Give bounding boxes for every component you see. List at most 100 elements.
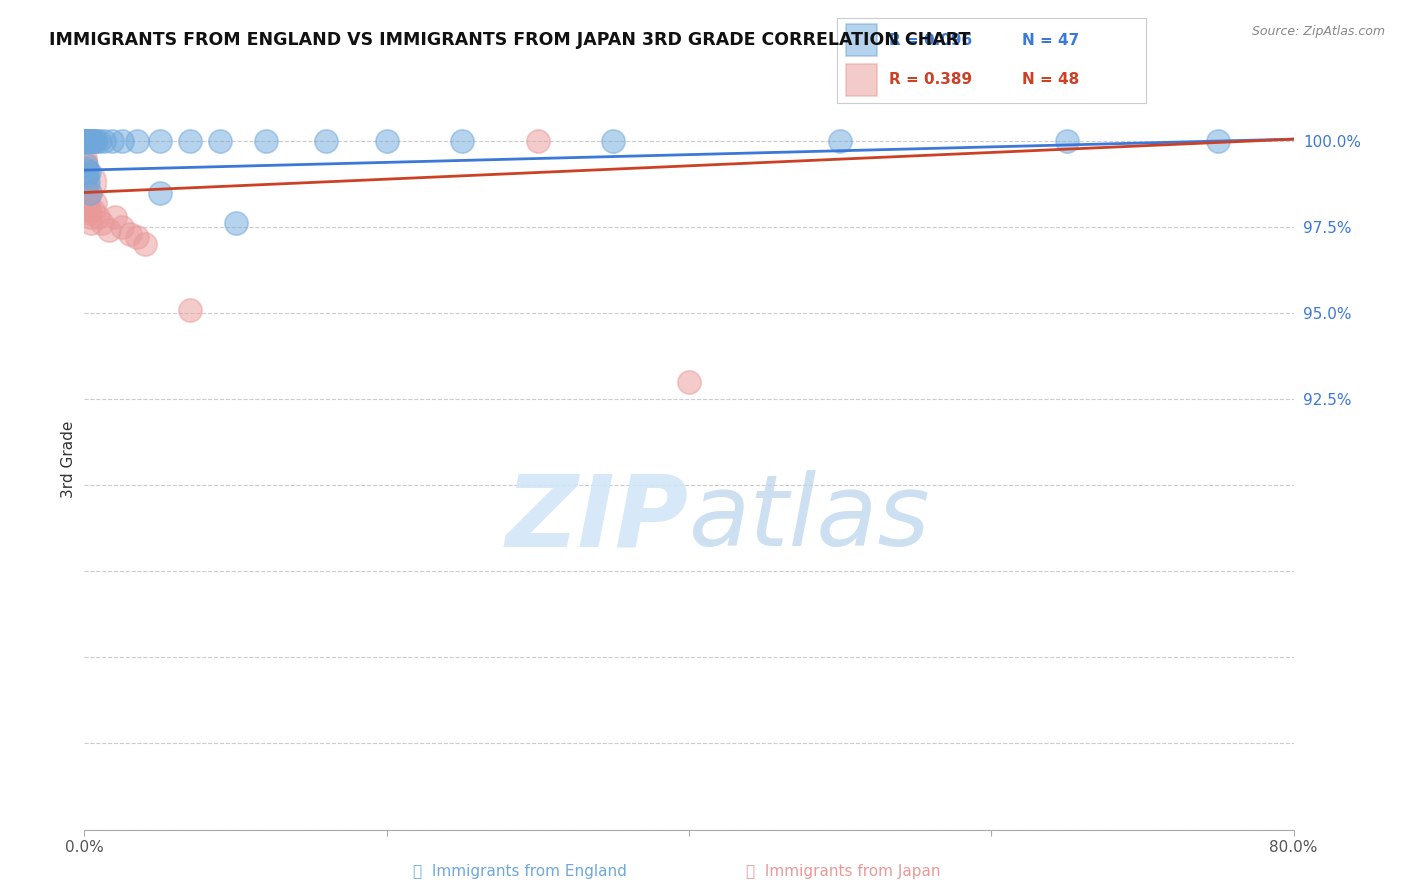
- Point: [76, 186, 98, 200]
- Point: [75, 165, 97, 179]
- Point: [75, 134, 97, 148]
- Point: [76, 134, 98, 148]
- Text: ZIP: ZIP: [506, 470, 689, 567]
- Point: [75, 158, 97, 172]
- Point: [77, 206, 100, 220]
- Point: [77, 134, 100, 148]
- Point: [100, 134, 122, 148]
- Point: [82, 134, 104, 148]
- Point: [111, 134, 134, 148]
- Point: [77, 134, 100, 148]
- Point: [134, 237, 156, 252]
- Point: [82, 134, 104, 148]
- Point: [76, 169, 98, 183]
- Point: [75, 134, 97, 148]
- Bar: [846, 63, 877, 95]
- Point: [76, 134, 98, 148]
- Point: [86, 134, 108, 148]
- Point: [602, 134, 624, 148]
- Point: [127, 134, 149, 148]
- Point: [127, 230, 149, 244]
- Point: [84, 195, 107, 210]
- Point: [77, 165, 100, 179]
- Point: [87, 210, 110, 224]
- Point: [527, 134, 550, 148]
- Point: [179, 302, 201, 317]
- Text: atlas: atlas: [689, 470, 931, 567]
- Point: [76, 134, 98, 148]
- Point: [179, 134, 201, 148]
- Point: [76, 189, 98, 203]
- Point: [79, 134, 101, 148]
- Point: [93, 134, 115, 148]
- Point: [149, 134, 172, 148]
- Point: [315, 134, 337, 148]
- Point: [75, 134, 97, 148]
- Point: [75, 134, 97, 148]
- Point: [83, 134, 105, 148]
- Point: [225, 217, 247, 231]
- Point: [80, 217, 103, 231]
- Point: [77, 134, 100, 148]
- Point: [76, 134, 98, 148]
- Point: [79, 134, 101, 148]
- Point: [75, 154, 97, 169]
- Text: ⬜  Immigrants from England: ⬜ Immigrants from England: [413, 863, 627, 879]
- Point: [80, 134, 103, 148]
- Point: [830, 134, 852, 148]
- Point: [77, 195, 100, 210]
- Point: [75, 134, 97, 148]
- Point: [79, 134, 101, 148]
- Text: IMMIGRANTS FROM ENGLAND VS IMMIGRANTS FROM JAPAN 3RD GRADE CORRELATION CHART: IMMIGRANTS FROM ENGLAND VS IMMIGRANTS FR…: [49, 31, 970, 49]
- Point: [76, 134, 98, 148]
- Point: [75, 134, 97, 148]
- Point: [75, 151, 97, 165]
- Point: [104, 210, 127, 224]
- Point: [375, 134, 398, 148]
- Point: [77, 134, 100, 148]
- Point: [75, 134, 97, 148]
- Point: [451, 134, 474, 148]
- Point: [77, 175, 100, 189]
- Text: N = 48: N = 48: [1022, 72, 1080, 87]
- Point: [73, 175, 96, 189]
- Point: [76, 134, 98, 148]
- Point: [84, 134, 107, 148]
- Point: [77, 202, 100, 217]
- Text: Source: ZipAtlas.com: Source: ZipAtlas.com: [1251, 25, 1385, 38]
- Point: [76, 134, 98, 148]
- Point: [118, 227, 141, 241]
- Text: ⬜  Immigrants from Japan: ⬜ Immigrants from Japan: [747, 863, 941, 879]
- Point: [77, 134, 100, 148]
- Point: [89, 134, 111, 148]
- Point: [678, 375, 700, 389]
- Text: R = 0.389: R = 0.389: [889, 72, 973, 87]
- Point: [75, 169, 97, 183]
- Point: [75, 134, 97, 148]
- Point: [149, 186, 172, 200]
- Point: [80, 134, 103, 148]
- Bar: [846, 24, 877, 56]
- Point: [79, 210, 101, 224]
- Point: [76, 134, 98, 148]
- Point: [76, 178, 98, 193]
- Point: [1056, 134, 1078, 148]
- Point: [76, 134, 98, 148]
- Point: [1206, 134, 1229, 148]
- Point: [76, 175, 98, 189]
- Point: [80, 134, 103, 148]
- Y-axis label: 3rd Grade: 3rd Grade: [60, 421, 76, 498]
- Point: [76, 134, 98, 148]
- Point: [254, 134, 277, 148]
- Text: R = 0.096: R = 0.096: [889, 33, 973, 48]
- Point: [209, 134, 232, 148]
- Point: [79, 186, 101, 200]
- Point: [76, 163, 98, 178]
- Point: [75, 134, 97, 148]
- Point: [91, 217, 114, 231]
- Text: N = 47: N = 47: [1022, 33, 1080, 48]
- Point: [97, 223, 120, 237]
- Point: [76, 193, 98, 207]
- Point: [75, 161, 97, 176]
- Point: [111, 219, 134, 234]
